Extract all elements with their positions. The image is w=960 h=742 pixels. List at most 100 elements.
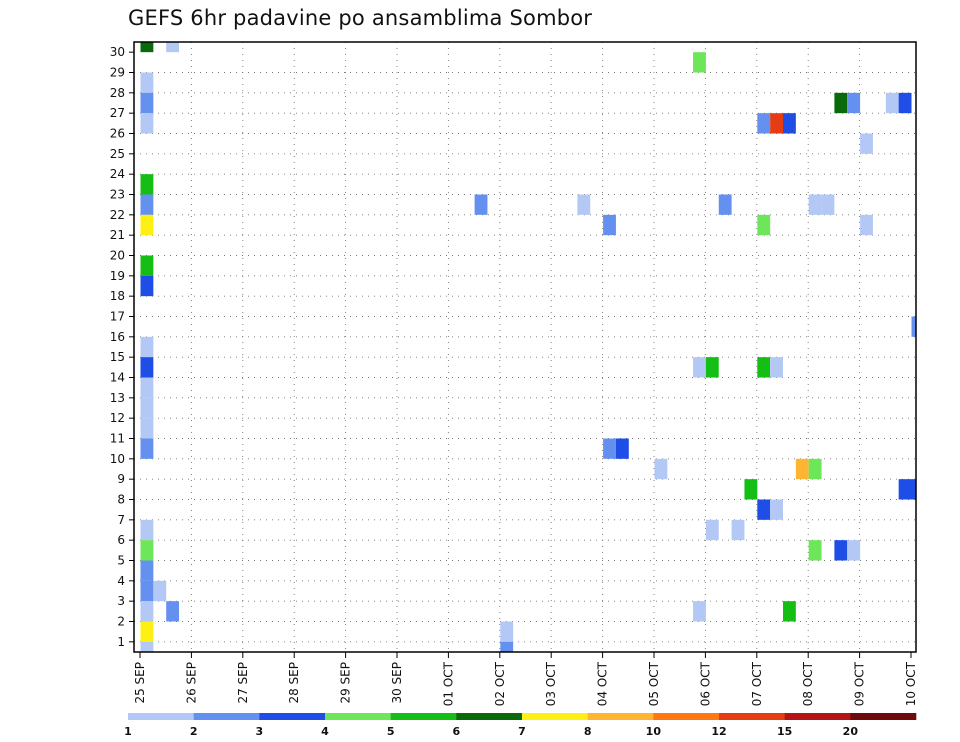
x-tick-label: 28 SEP	[287, 662, 301, 704]
heatmap-cell	[140, 357, 154, 378]
colorbar-swatch	[850, 713, 917, 720]
y-tick-label: 12	[110, 411, 125, 425]
heatmap-cell	[577, 194, 591, 215]
y-tick-label: 15	[110, 350, 125, 364]
heatmap-cell	[885, 92, 899, 114]
heatmap-cell	[140, 560, 154, 581]
heatmap-cell	[808, 458, 822, 480]
y-tick-label: 23	[110, 188, 125, 202]
y-tick-label: 14	[110, 371, 125, 385]
heatmap-cell	[834, 540, 848, 561]
heatmap-cells	[140, 42, 916, 652]
heatmap-cell	[860, 214, 873, 236]
heatmap-cell	[693, 357, 706, 378]
x-tick-label: 03 OCT	[544, 661, 558, 706]
heatmap-cell	[140, 418, 154, 439]
y-tick-label: 13	[110, 391, 125, 405]
y-tick-label: 21	[110, 228, 125, 242]
x-tick-label: 30 SEP	[390, 662, 404, 704]
y-tick-label: 9	[117, 472, 125, 486]
heatmap-cell	[808, 194, 822, 215]
colorbar-swatch	[259, 713, 326, 720]
colorbar-swatch	[390, 713, 457, 720]
colorbar-swatch	[193, 713, 260, 720]
y-tick-label: 22	[110, 208, 125, 222]
colorbar-label: 8	[584, 725, 592, 738]
y-tick-label: 1	[117, 635, 125, 649]
heatmap-cell	[615, 438, 629, 459]
heatmap-cell	[140, 601, 154, 622]
heatmap-cell	[860, 133, 873, 154]
heatmap-cell	[795, 458, 809, 480]
heatmap-cell	[847, 92, 861, 114]
heatmap-cell	[911, 316, 916, 337]
x-tick-label: 26 SEP	[184, 662, 198, 704]
y-tick-label: 26	[110, 127, 125, 141]
heatmap-cell	[140, 336, 154, 358]
heatmap-cell	[770, 357, 783, 378]
y-tick-label: 11	[110, 432, 125, 446]
plot-frame	[133, 41, 917, 653]
heatmap-cell	[808, 540, 822, 561]
y-tick-label: 29	[110, 66, 125, 80]
heatmap-cell	[783, 113, 796, 134]
colorbar-swatch	[522, 713, 588, 720]
colorbar-swatch	[128, 713, 194, 720]
heatmap-cell	[821, 194, 835, 215]
heatmap-cell	[140, 377, 154, 398]
colorbar-label: 6	[453, 725, 461, 738]
heatmap-cell	[898, 479, 912, 500]
y-tick-label: 4	[117, 574, 125, 588]
colorbar-swatch	[587, 713, 654, 720]
heatmap-cell	[757, 499, 771, 520]
colorbar-label: 1	[124, 725, 132, 738]
y-tick-label: 19	[110, 269, 125, 283]
y-tick-label: 30	[110, 45, 125, 59]
heatmap-cell	[603, 438, 616, 459]
heatmap-cell	[770, 499, 783, 520]
heatmap-cell	[140, 72, 154, 93]
colorbar-swatch	[719, 713, 785, 720]
colorbar-label: 12	[711, 725, 726, 738]
heatmap-cell	[140, 580, 154, 602]
x-tick-label: 02 OCT	[493, 661, 507, 706]
y-tick-label: 17	[110, 310, 125, 324]
x-tick-label: 25 SEP	[133, 662, 147, 704]
heatmap-cell	[140, 519, 154, 541]
y-tick-label: 28	[110, 86, 125, 100]
colorbar-label: 20	[843, 725, 859, 738]
y-tick-label: 10	[110, 452, 125, 466]
grid-lines	[134, 42, 916, 652]
x-tick-label: 06 OCT	[698, 661, 712, 706]
heatmap-cell	[140, 174, 154, 195]
colorbar-label: 10	[646, 725, 662, 738]
heatmap-cell	[166, 601, 180, 622]
x-tick-label: 07 OCT	[750, 661, 764, 706]
heatmap-cell	[757, 113, 771, 134]
colorbar-swatch	[325, 713, 391, 720]
heatmap-cell	[757, 357, 771, 378]
heatmap-cell	[847, 540, 861, 561]
colorbar-label: 15	[777, 725, 792, 738]
y-tick-label: 25	[110, 147, 125, 161]
heatmap-cell	[140, 621, 154, 642]
x-tick-label: 05 OCT	[647, 661, 661, 706]
heatmap-cell	[705, 519, 719, 541]
heatmap-cell	[166, 42, 180, 53]
heatmap-cell	[834, 92, 848, 114]
colorbar: 1 2 3 4 5 6 7 8 10 12 15 20	[124, 713, 917, 738]
colorbar-label: 4	[321, 725, 329, 738]
colorbar-swatch	[456, 713, 523, 720]
heatmap-cell	[744, 479, 758, 500]
x-tick-label: 09 OCT	[853, 661, 867, 706]
x-tick-label: 27 SEP	[236, 662, 250, 704]
heatmap-cell	[140, 275, 154, 297]
heatmap-cell	[693, 601, 706, 622]
heatmap-cell	[140, 214, 154, 236]
x-axis-ticks: 25 SEP 26 SEP 27 SEP 28 SEP 29 SEP 30 SEP 01 O…	[133, 652, 918, 706]
heatmap-cell	[140, 397, 154, 419]
heatmap-cell	[140, 194, 154, 215]
colorbar-label: 7	[518, 725, 526, 738]
heatmap-cell	[757, 214, 771, 236]
